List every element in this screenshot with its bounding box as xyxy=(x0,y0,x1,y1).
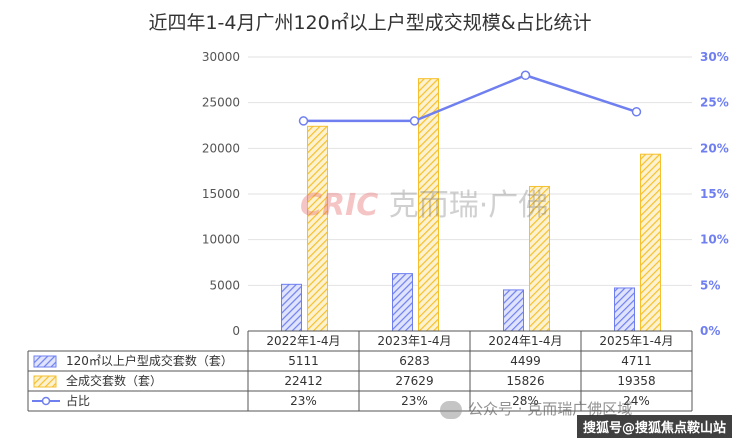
y-right-tick-label: 30% xyxy=(700,50,729,64)
table-cell-value: 19358 xyxy=(617,374,655,388)
y-right-tick-label: 20% xyxy=(700,141,729,155)
y-left-tick-label: 10000 xyxy=(202,233,240,247)
table-cell-value: 4499 xyxy=(510,354,541,368)
share-point xyxy=(520,70,531,81)
y-left-tick-label: 20000 xyxy=(202,141,240,155)
share-line xyxy=(303,73,637,123)
table-cell-value: 23% xyxy=(401,394,428,408)
site-watermark: 搜狐号@搜狐焦点鞍山站 xyxy=(576,415,732,438)
y-left-tick-label: 0 xyxy=(232,324,240,338)
bar-large-units xyxy=(614,287,635,332)
y-left-tick-label: 5000 xyxy=(209,278,240,292)
y-left-tick-label: 15000 xyxy=(202,187,240,201)
bar-total-units xyxy=(640,153,661,332)
table-cell-value: 28% xyxy=(512,394,539,408)
y-right-tick-label: 0% xyxy=(700,324,720,338)
series-name: 全成交套数（套） xyxy=(66,373,162,388)
wechat-icon xyxy=(440,400,462,419)
bar-large-units xyxy=(503,289,524,332)
share-point xyxy=(298,116,309,126)
bar-large-units xyxy=(281,283,302,332)
table-cell-value: 15826 xyxy=(506,374,544,388)
category-label: 2022年1-4月 xyxy=(266,334,340,348)
y-left-tick-label: 25000 xyxy=(202,96,240,110)
cric-watermark: CRIC 克而瑞·广佛 xyxy=(300,188,549,223)
table-cell-value: 27629 xyxy=(395,374,433,388)
account-watermark: 公众号 · 克而瑞广佛区域 xyxy=(440,398,632,419)
bar-total-units xyxy=(307,125,328,332)
series-name: 120㎡以上户型成交套数（套） xyxy=(66,353,233,368)
category-label: 2025年1-4月 xyxy=(599,334,673,348)
y-right-tick-label: 15% xyxy=(700,187,729,201)
table-cell-value: 6283 xyxy=(399,354,430,368)
chart-title: 近四年1-4月广州120㎡以上户型成交规模&占比统计 xyxy=(148,12,592,34)
table-cell-value: 4711 xyxy=(621,354,652,368)
category-label: 2024年1-4月 xyxy=(488,334,562,348)
legend-key-bar xyxy=(33,355,57,368)
table-cell-value: 5111 xyxy=(288,354,319,368)
series-name: 占比 xyxy=(66,393,90,408)
y-right-tick-label: 5% xyxy=(700,278,720,292)
y-right-tick-label: 25% xyxy=(700,96,729,110)
table-cell-value: 22412 xyxy=(284,374,322,388)
y-left-tick-label: 30000 xyxy=(202,50,240,64)
share-point xyxy=(631,107,642,117)
share-point xyxy=(409,116,420,126)
category-label: 2023年1-4月 xyxy=(377,334,451,348)
y-right-tick-label: 10% xyxy=(700,233,729,247)
legend-key-bar xyxy=(33,375,57,388)
legend-key-point xyxy=(41,396,51,406)
table-cell-value: 23% xyxy=(290,394,317,408)
bar-large-units xyxy=(392,273,413,332)
table-cell-value: 24% xyxy=(623,394,650,408)
